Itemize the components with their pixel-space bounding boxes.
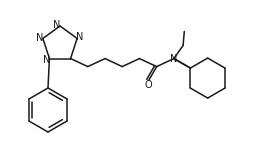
- Text: N: N: [77, 32, 84, 42]
- Text: N: N: [43, 55, 50, 65]
- Text: N: N: [53, 20, 61, 30]
- Text: N: N: [170, 54, 178, 64]
- Text: O: O: [145, 80, 153, 90]
- Text: N: N: [36, 33, 44, 43]
